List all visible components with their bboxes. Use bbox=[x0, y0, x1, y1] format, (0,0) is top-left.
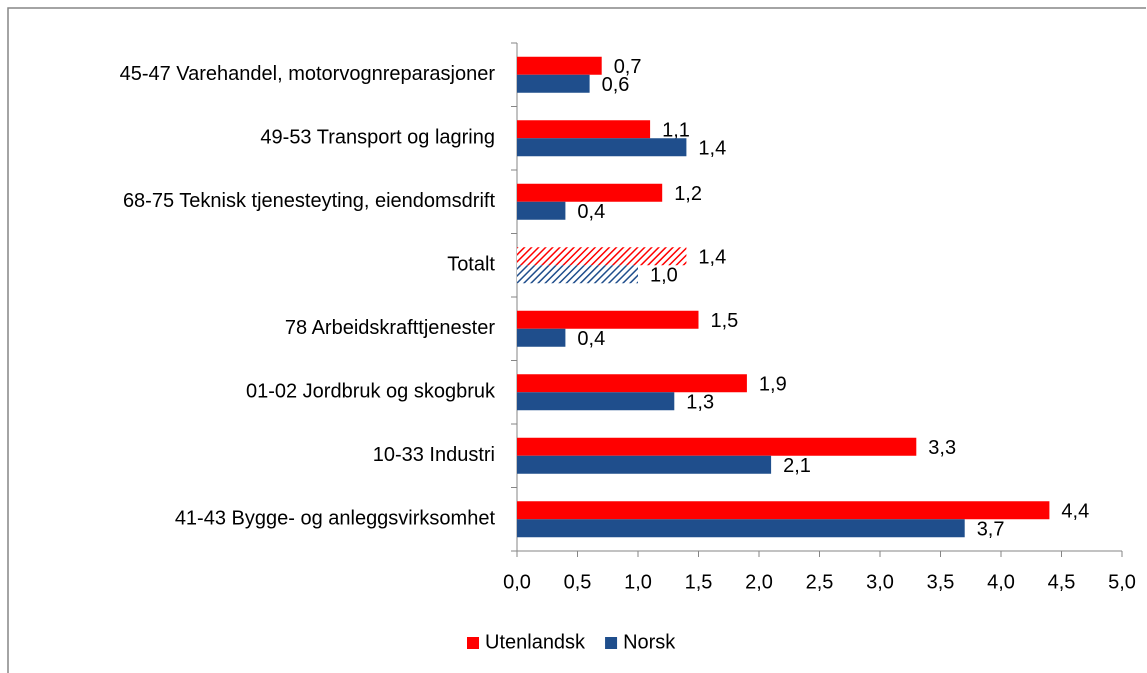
bar bbox=[517, 74, 590, 93]
value-label: 2,1 bbox=[783, 455, 811, 477]
y-tick-label: 68-75 Teknisk tjenesteyting, eiendomsdri… bbox=[123, 190, 496, 212]
value-label: 3,7 bbox=[977, 519, 1005, 541]
bar bbox=[517, 437, 917, 456]
bar bbox=[517, 120, 651, 139]
value-label: 0,4 bbox=[577, 328, 605, 350]
value-label: 0,7 bbox=[614, 56, 642, 78]
value-label: 0,6 bbox=[602, 74, 630, 96]
value-label: 0,4 bbox=[577, 201, 605, 223]
bar bbox=[517, 328, 566, 347]
y-tick-label: 49-53 Transport og lagring bbox=[260, 127, 495, 149]
y-tick-label: 01-02 Jordbruk og skogbruk bbox=[246, 381, 496, 403]
y-tick-label: 41-43 Bygge- og anleggsvirksomhet bbox=[175, 508, 496, 530]
x-tick-label: 5,0 bbox=[1108, 571, 1136, 593]
value-label: 1,4 bbox=[698, 138, 726, 160]
bar bbox=[517, 56, 602, 75]
value-label: 1,2 bbox=[674, 183, 702, 205]
legend-swatch bbox=[605, 637, 618, 649]
bar bbox=[517, 138, 687, 157]
legend-swatch bbox=[467, 637, 479, 649]
y-tick-label: 10-33 Industri bbox=[373, 444, 495, 466]
bar bbox=[517, 455, 772, 474]
value-label: 1,9 bbox=[759, 374, 787, 396]
value-label: 1,5 bbox=[711, 310, 739, 332]
x-tick-label: 2,5 bbox=[806, 571, 834, 593]
bar bbox=[517, 392, 675, 411]
x-tick-label: 0,0 bbox=[503, 571, 531, 593]
bar bbox=[517, 183, 663, 202]
bar bbox=[517, 265, 638, 284]
x-tick-label: 1,5 bbox=[685, 571, 713, 593]
x-tick-label: 4,0 bbox=[987, 571, 1015, 593]
value-label: 1,0 bbox=[650, 265, 678, 287]
y-tick-label: 78 Arbeidskrafttjenester bbox=[285, 317, 495, 339]
x-tick-label: 3,5 bbox=[927, 571, 955, 593]
bar bbox=[517, 201, 566, 220]
legend-label: Utenlandsk bbox=[485, 631, 586, 653]
bar bbox=[517, 247, 687, 266]
legend-label: Norsk bbox=[623, 631, 676, 653]
value-label: 1,1 bbox=[662, 120, 690, 142]
value-label: 3,3 bbox=[928, 437, 956, 459]
x-tick-label: 0,5 bbox=[564, 571, 592, 593]
x-tick-label: 3,0 bbox=[866, 571, 894, 593]
x-tick-label: 2,0 bbox=[745, 571, 773, 593]
value-label: 1,4 bbox=[698, 247, 726, 269]
chart-border bbox=[7, 7, 1146, 673]
x-tick-label: 4,5 bbox=[1048, 571, 1076, 593]
value-label: 1,3 bbox=[686, 392, 714, 414]
y-tick-label: Totalt bbox=[447, 254, 495, 276]
y-tick-label: 45-47 Varehandel, motorvognreparasjoner bbox=[120, 63, 496, 85]
value-label: 4,4 bbox=[1061, 501, 1089, 523]
bar bbox=[517, 310, 699, 329]
bar bbox=[517, 519, 965, 538]
bar bbox=[517, 501, 1050, 520]
x-tick-label: 1,0 bbox=[624, 571, 652, 593]
bar bbox=[517, 374, 747, 393]
